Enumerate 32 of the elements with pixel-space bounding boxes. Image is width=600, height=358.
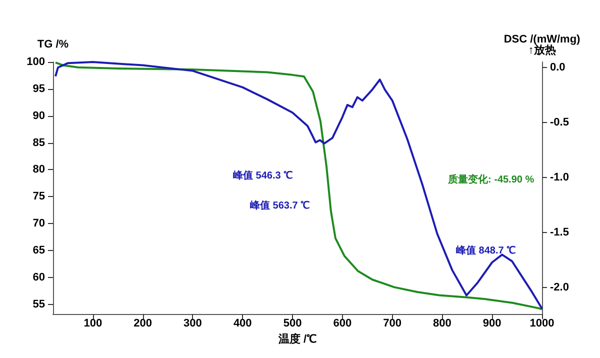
y-tick-label: 90 [32, 110, 45, 122]
x-tick-label: 600 [333, 318, 352, 330]
x-tick-label: 400 [233, 318, 252, 330]
y-tick-label: 80 [32, 164, 45, 176]
x-tick-label: 700 [383, 318, 402, 330]
y2-tick-label: -2.0 [550, 282, 569, 294]
y-tick-label: 75 [32, 190, 45, 203]
annotation: 峰值 546.3 ℃ [233, 170, 293, 182]
y-tick-label: 100 [26, 56, 45, 68]
y-tick-label: 95 [32, 82, 45, 95]
x-tick-label: 100 [84, 318, 102, 330]
y-tick-label: 65 [32, 244, 45, 257]
x-tick-label: 300 [184, 318, 202, 330]
y-tick-label: 70 [32, 218, 45, 230]
y2-tick-label: 0.0 [550, 62, 566, 74]
x-tick-label: 1000 [530, 318, 554, 330]
y-tick-label: 55 [32, 298, 45, 310]
annotation: 峰值 563.7 ℃ [250, 200, 310, 212]
annotation: 质量变化: -45.90 % [447, 174, 534, 186]
y2-axis-title: DSC /(mW/mg) ↑放热 [504, 34, 581, 56]
annotation: 峰值 848.7 ℃ [456, 244, 516, 256]
y2-tick-label: -0.5 [550, 116, 569, 129]
y-tick-label: 60 [32, 271, 45, 284]
x-tick-label: 500 [283, 318, 302, 330]
x-axis-title: 温度 /℃ [277, 332, 317, 346]
y2-tick-label: -1.5 [550, 226, 569, 239]
x-tick-label: 900 [482, 318, 502, 330]
y-tick-label: 85 [32, 136, 45, 149]
x-tick-label: 800 [433, 318, 452, 330]
x-tick-label: 200 [134, 318, 152, 330]
y2-tick-label: -1.0 [550, 172, 569, 184]
y-axis-title: TG /% [37, 38, 69, 50]
